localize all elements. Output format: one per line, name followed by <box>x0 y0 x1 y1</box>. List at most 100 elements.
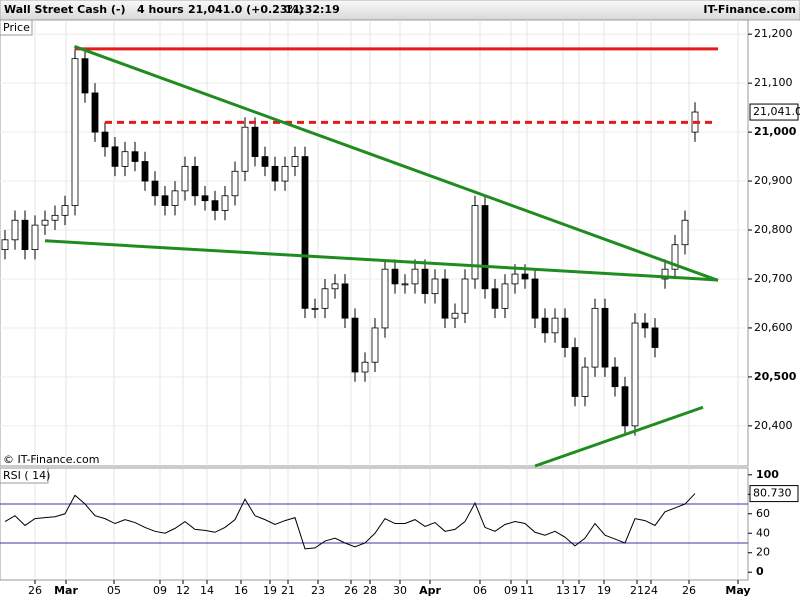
candle-body <box>541 317 549 334</box>
candle-body <box>41 219 49 226</box>
candle-body <box>561 317 569 348</box>
candle-body <box>411 268 419 285</box>
candle-body <box>391 268 399 285</box>
candle-body <box>91 92 99 133</box>
panel-tab <box>0 19 33 36</box>
y-tick-label: 0 <box>756 565 764 578</box>
candle-body <box>401 283 409 286</box>
candle-body <box>581 366 589 397</box>
candle-body <box>71 58 79 206</box>
y-tick-label: 20,500 <box>754 370 797 383</box>
x-tick-label: 17 <box>572 584 586 597</box>
candle-body <box>641 322 649 329</box>
candle-body <box>181 165 189 192</box>
candle-body <box>531 278 539 319</box>
y-tick-label: 20 <box>756 546 770 559</box>
candle-body <box>111 146 119 167</box>
candle-body <box>271 165 279 182</box>
x-tick-label: 26 <box>28 584 42 597</box>
candle-body <box>441 278 449 319</box>
copyright: © IT-Finance.com <box>3 453 100 466</box>
y-tick-label: 20,400 <box>754 419 793 432</box>
candle-body <box>261 156 269 167</box>
y-tick-label: 60 <box>756 507 770 520</box>
candle-body <box>251 126 259 157</box>
candle-body <box>191 165 199 197</box>
x-tick-label: 12 <box>176 584 190 597</box>
x-tick-label: 16 <box>234 584 248 597</box>
candle-body <box>51 214 59 221</box>
candle-body <box>61 205 69 216</box>
x-tick-label: 24 <box>644 584 658 597</box>
last-price-box <box>749 103 799 121</box>
trend-line <box>44 239 719 282</box>
y-tick-label: 20,700 <box>754 272 793 285</box>
candle-body <box>171 190 179 206</box>
y-tick-label: 21,000 <box>754 125 797 138</box>
candle-body <box>201 195 209 202</box>
candle-body <box>461 278 469 314</box>
y-tick-label: 20,600 <box>754 321 793 334</box>
candle-body <box>361 361 369 373</box>
candle-body <box>331 283 339 290</box>
rsi-line <box>4 493 696 550</box>
candle-body <box>311 307 319 310</box>
x-tick-label: 30 <box>393 584 407 597</box>
candle-body <box>571 347 579 397</box>
last-price-label: 21,041.0 <box>753 105 800 118</box>
candle-body <box>131 151 139 162</box>
candle-body <box>651 327 659 348</box>
y-tick-label: 21,200 <box>754 27 793 40</box>
candle-body <box>151 180 159 197</box>
candle-body <box>671 244 679 270</box>
x-tick-label: 26 <box>682 584 696 597</box>
trend-line <box>73 45 719 282</box>
x-tick-label: 13 <box>556 584 570 597</box>
candle-body <box>161 195 169 206</box>
candle-body <box>371 327 379 363</box>
rsi-panel <box>0 467 749 581</box>
candle-body <box>101 131 109 148</box>
candle-body <box>1 239 9 251</box>
candle-body <box>381 268 389 329</box>
y-tick-label: 40 <box>756 526 770 539</box>
last-value-label: 80.730 <box>753 487 792 500</box>
candle-body <box>281 165 289 182</box>
candle-body <box>431 278 439 295</box>
candle-body <box>421 268 429 295</box>
x-tick-label: 26 <box>344 584 358 597</box>
candle-body <box>661 268 669 280</box>
candle-body <box>621 386 629 427</box>
candle-body <box>451 312 459 319</box>
candle-body <box>601 307 609 368</box>
candle-body <box>141 161 149 182</box>
x-tick-label: 23 <box>311 584 325 597</box>
interval: 4 hours <box>137 3 184 16</box>
instrument: Wall Street Cash (-) <box>4 3 125 16</box>
candle-body <box>501 283 509 309</box>
candle-body <box>341 283 349 319</box>
y-tick-label: 20,800 <box>754 223 793 236</box>
candle-body <box>631 322 639 427</box>
candle-body <box>301 156 309 309</box>
y-tick-label: 100 <box>756 468 779 481</box>
candle-body <box>21 219 29 251</box>
candle-body <box>611 366 619 388</box>
x-tick-label: 11 <box>520 584 534 597</box>
candle-body <box>521 273 529 280</box>
candle-body <box>241 126 249 172</box>
x-tick-label: 05 <box>107 584 121 597</box>
candle-body <box>231 170 239 197</box>
x-tick-label: May <box>725 584 750 597</box>
quote: 21,041.0 (+0.23%) <box>188 3 304 16</box>
rsi-label: RSI ( 14) <box>3 469 50 482</box>
candle-body <box>321 288 329 309</box>
candle-body <box>551 317 559 334</box>
candle-body <box>121 151 129 167</box>
candle-body <box>511 273 519 285</box>
candle-body <box>11 219 19 241</box>
x-tick-label: 21 <box>630 584 644 597</box>
x-tick-label: 21 <box>281 584 295 597</box>
x-tick-label: Mar <box>54 584 78 597</box>
